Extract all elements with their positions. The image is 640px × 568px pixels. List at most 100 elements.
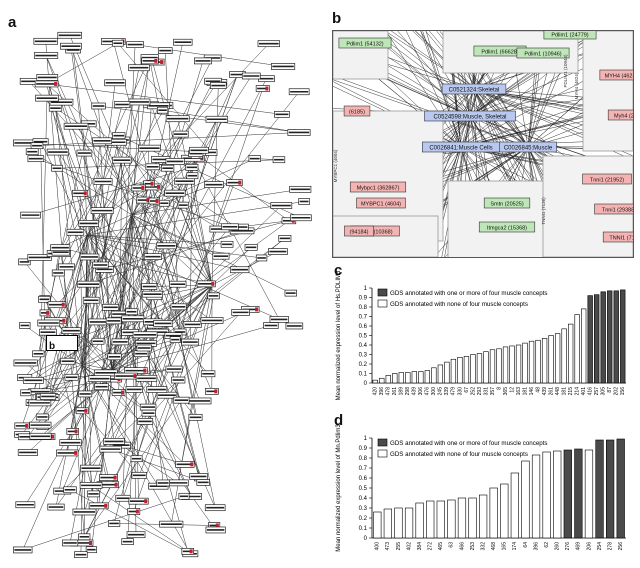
gene-node-green: Pdlim1 (54132) bbox=[338, 37, 392, 49]
panel-b-label: b bbox=[332, 10, 342, 27]
concept-hub-label: C0524598:Muscle, Skeletal bbox=[433, 115, 506, 121]
network-node bbox=[94, 369, 118, 377]
network-edge bbox=[333, 75, 529, 148]
network-node bbox=[284, 289, 297, 297]
network-node bbox=[145, 163, 160, 171]
network-edge bbox=[46, 83, 282, 115]
network-edge bbox=[122, 88, 264, 499]
gene-node-green: Smtn (20525) bbox=[483, 197, 531, 209]
network-edge bbox=[66, 234, 88, 267]
network-edge bbox=[86, 234, 213, 321]
network-edge bbox=[527, 31, 578, 148]
network-node bbox=[257, 40, 280, 48]
gene-node-label: Pdlim1 (24779) bbox=[551, 32, 588, 38]
network-node bbox=[33, 52, 59, 59]
network-edge bbox=[131, 214, 207, 285]
network-edge bbox=[57, 151, 191, 343]
network-node bbox=[112, 156, 132, 164]
network-node bbox=[126, 531, 146, 539]
x-tick-label: 163 bbox=[516, 387, 522, 396]
y-tick-label: 0.1 bbox=[359, 372, 368, 378]
network-node bbox=[19, 322, 31, 329]
network-node bbox=[220, 240, 234, 248]
network-node bbox=[289, 185, 312, 193]
x-tick-label: 330 bbox=[457, 387, 463, 396]
network-node bbox=[37, 319, 61, 327]
x-tick-label: 189 bbox=[399, 387, 405, 396]
network-node bbox=[200, 317, 224, 324]
x-tick-label: 146 bbox=[529, 387, 535, 396]
network-node bbox=[121, 315, 145, 323]
network-node bbox=[156, 479, 170, 487]
network-node bbox=[34, 80, 59, 88]
network-node bbox=[18, 258, 31, 266]
network-edge bbox=[148, 183, 216, 508]
legend-swatch bbox=[377, 288, 388, 297]
network-node bbox=[135, 374, 158, 382]
network-node bbox=[80, 464, 102, 472]
network-edge bbox=[444, 115, 471, 257]
network-node bbox=[131, 184, 146, 192]
gene-node-label: Pdlim1 (10946) bbox=[524, 51, 561, 57]
bar bbox=[394, 507, 403, 539]
gene-node-label: MYH4 (4624) bbox=[605, 73, 634, 79]
bar bbox=[541, 338, 548, 384]
network-node bbox=[112, 39, 124, 47]
network-edge bbox=[44, 234, 88, 398]
network-node bbox=[63, 122, 89, 130]
concept-hub-label: C0026841:Muscle Cells bbox=[429, 146, 492, 152]
network-edge bbox=[527, 52, 633, 148]
bar bbox=[522, 342, 528, 384]
network-node bbox=[186, 172, 199, 180]
network-node bbox=[288, 88, 310, 96]
network-node bbox=[113, 101, 131, 108]
network-node bbox=[126, 41, 144, 48]
bar bbox=[548, 335, 554, 384]
bar bbox=[468, 497, 477, 539]
network-node bbox=[105, 317, 122, 325]
bar bbox=[479, 494, 488, 539]
network-node bbox=[88, 502, 109, 510]
network-edge bbox=[527, 146, 633, 151]
network-edge bbox=[149, 60, 159, 106]
network-node bbox=[32, 350, 45, 358]
network-node bbox=[38, 295, 51, 303]
network-node bbox=[205, 387, 219, 395]
x-tick-label: 306 bbox=[418, 387, 424, 396]
bar bbox=[581, 308, 587, 384]
network-node bbox=[92, 261, 109, 269]
panel-d-label: d bbox=[334, 412, 344, 429]
y-tick-label: 0.8 bbox=[359, 456, 368, 462]
network-node bbox=[177, 201, 190, 209]
network-node bbox=[153, 320, 173, 327]
bar bbox=[563, 449, 572, 539]
x-tick-label: 174 bbox=[512, 542, 518, 551]
network-node bbox=[61, 327, 82, 335]
network-edge bbox=[131, 189, 301, 216]
network-node bbox=[35, 413, 49, 421]
bar bbox=[392, 373, 398, 384]
y-tick-label: 0.9 bbox=[359, 296, 368, 302]
network-node bbox=[148, 197, 160, 205]
network-node bbox=[22, 376, 44, 384]
bar bbox=[415, 502, 424, 539]
network-node bbox=[204, 504, 226, 512]
bar bbox=[521, 460, 530, 539]
bar bbox=[515, 344, 522, 384]
network-edge bbox=[67, 364, 83, 453]
network-edge bbox=[81, 339, 176, 366]
bar bbox=[620, 289, 626, 384]
network-node bbox=[136, 344, 152, 352]
network-edge bbox=[90, 485, 188, 552]
x-tick-label: 465 bbox=[438, 542, 444, 551]
network-node bbox=[175, 461, 195, 468]
network-edge bbox=[57, 152, 99, 342]
gene-node-pink: Mybpc1 (362867) bbox=[349, 181, 407, 193]
panel-a-label: a bbox=[8, 14, 17, 31]
x-tick-label: 439 bbox=[412, 387, 418, 396]
network-edge bbox=[447, 31, 462, 148]
network-edge bbox=[51, 234, 88, 398]
network-edge bbox=[40, 141, 47, 397]
x-tick-label: 245 bbox=[438, 387, 444, 396]
network-node bbox=[46, 148, 70, 156]
